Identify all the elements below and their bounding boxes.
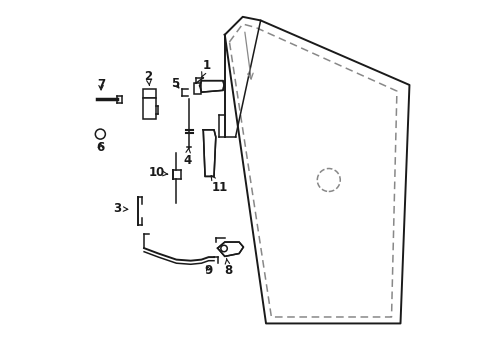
- Text: 10: 10: [148, 166, 167, 179]
- Polygon shape: [199, 81, 224, 92]
- Bar: [194, 83, 201, 94]
- Text: 7: 7: [97, 78, 105, 91]
- Text: 9: 9: [204, 264, 212, 277]
- Text: 6: 6: [96, 141, 104, 154]
- Bar: [142, 98, 155, 119]
- Text: 1: 1: [201, 59, 210, 77]
- Bar: [142, 89, 155, 98]
- Polygon shape: [217, 242, 243, 256]
- Text: 11: 11: [211, 176, 227, 194]
- Text: 2: 2: [144, 69, 152, 85]
- Text: 3: 3: [113, 202, 127, 215]
- Polygon shape: [203, 130, 215, 176]
- Text: 5: 5: [171, 77, 180, 90]
- Text: 4: 4: [183, 148, 191, 167]
- Text: 8: 8: [224, 258, 232, 277]
